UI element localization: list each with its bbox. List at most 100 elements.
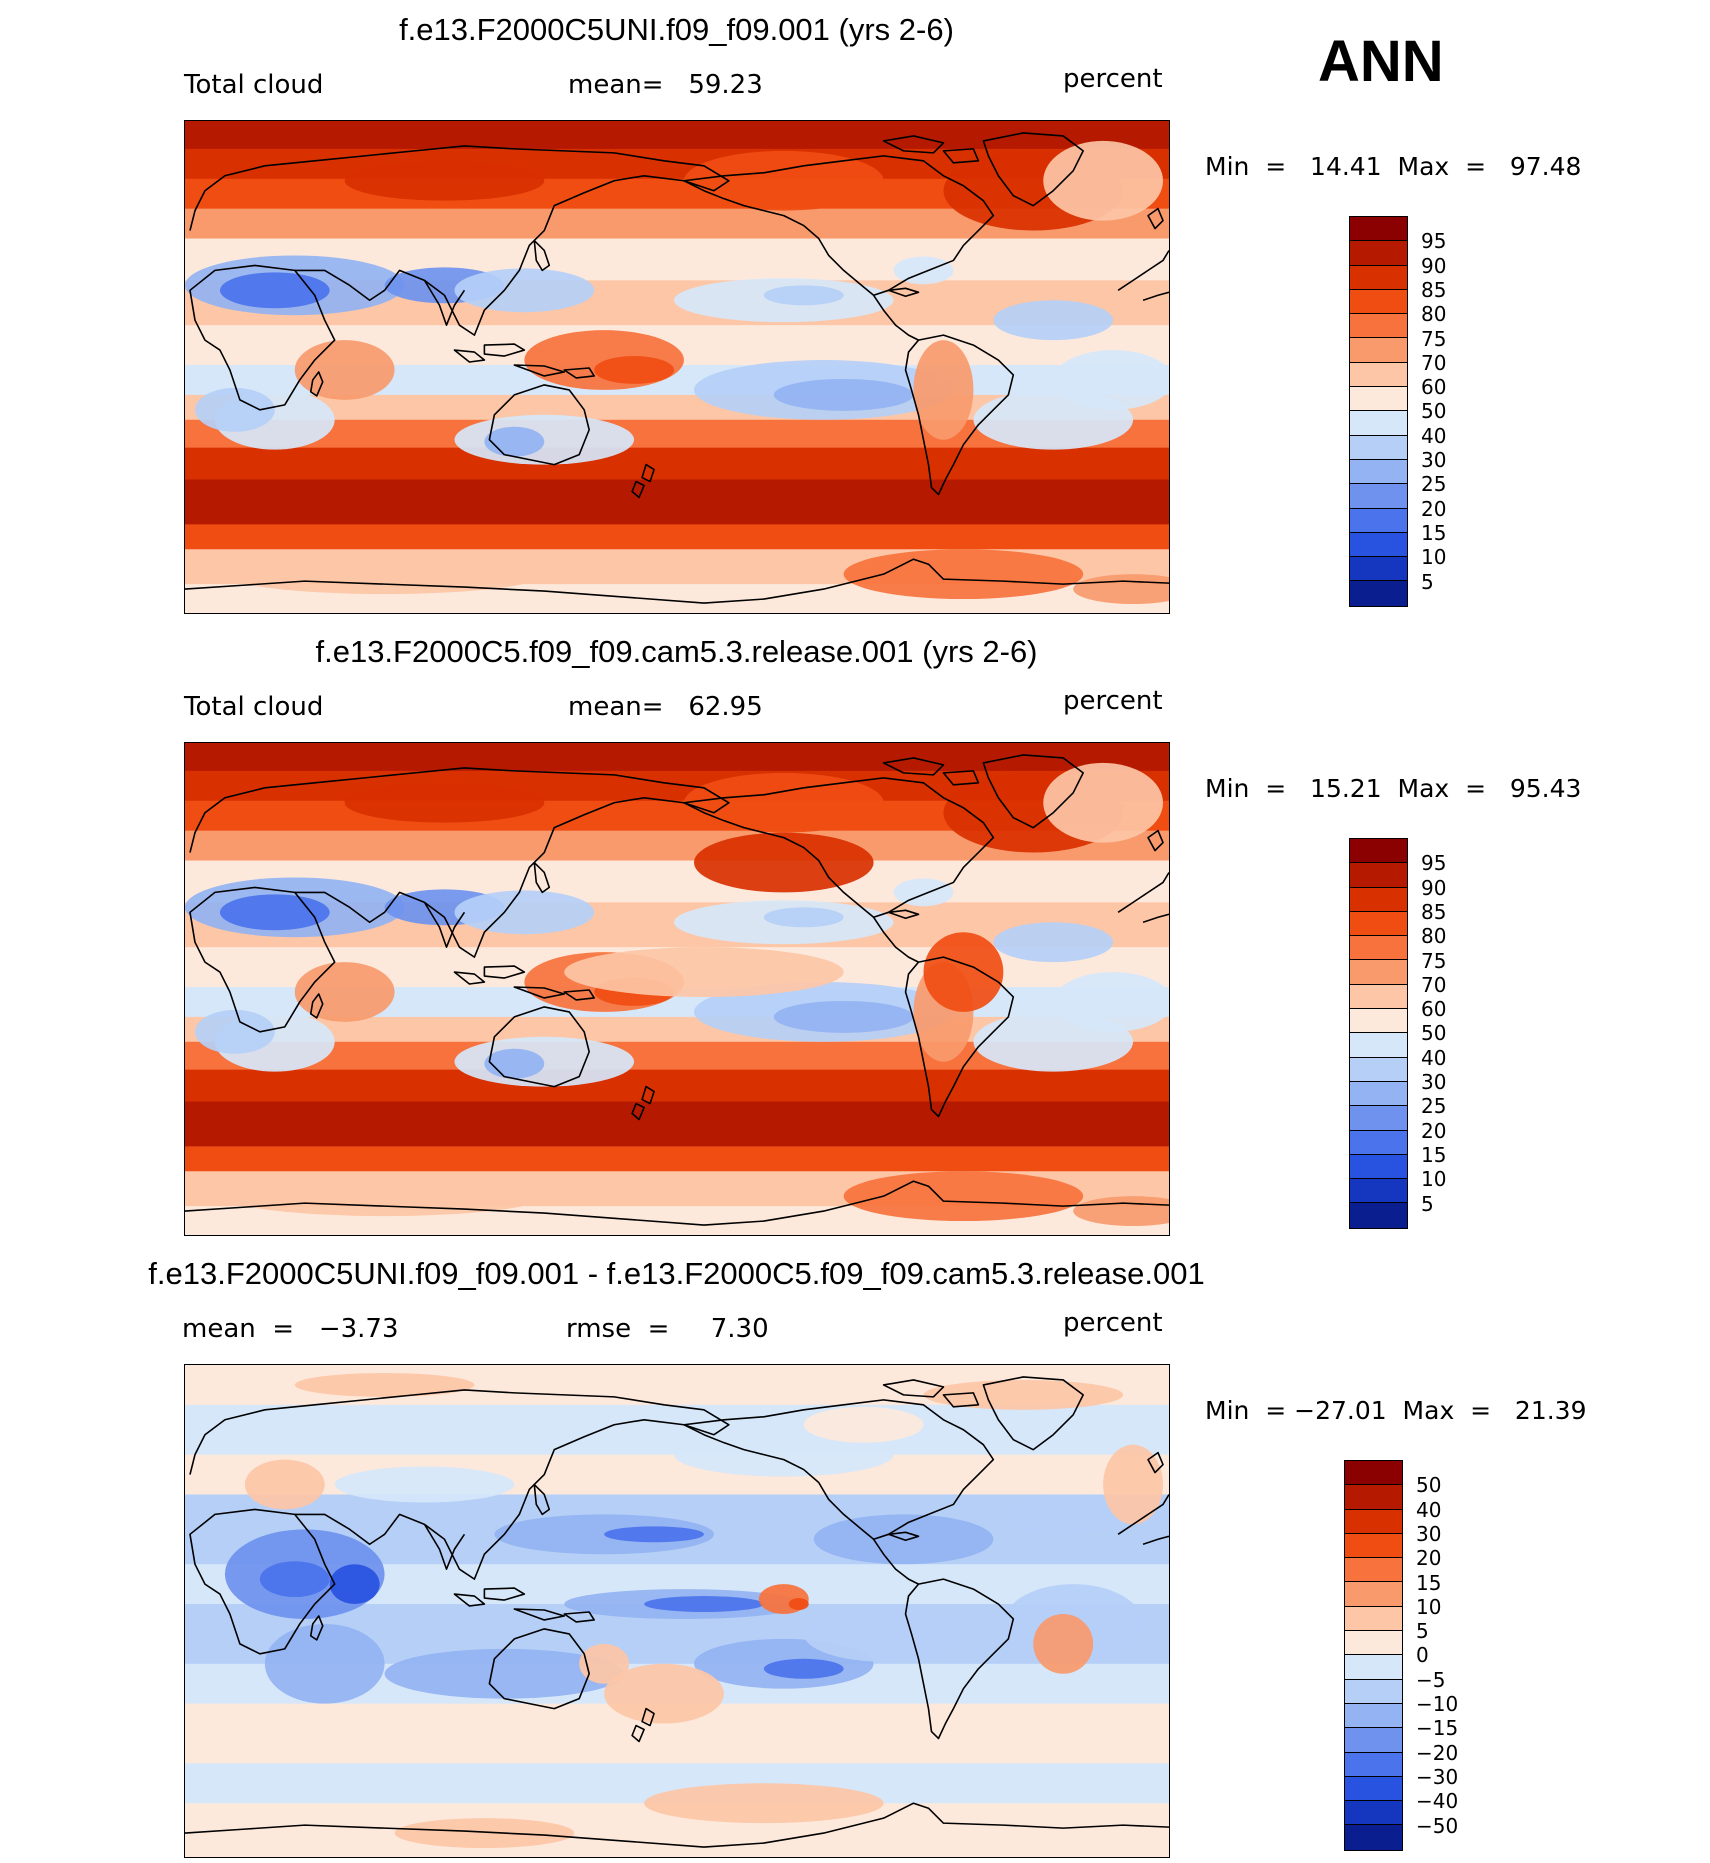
colorbar-swatch	[1350, 1130, 1407, 1155]
colorbar-label: 70	[1421, 972, 1447, 997]
colorbar-label: 25	[1421, 1094, 1447, 1119]
colorbar-label: 30	[1416, 1521, 1442, 1546]
colorbar-swatch	[1350, 338, 1407, 363]
colorbar-label: 25	[1421, 472, 1447, 497]
colorbar-swatch	[1350, 1154, 1407, 1180]
colorbar-boxes	[1344, 1460, 1403, 1851]
colorbar-label: 85	[1421, 899, 1447, 924]
colorbar-label: 50	[1416, 1473, 1442, 1498]
panel-3-map-svg	[185, 1365, 1169, 1857]
colorbar-label: 95	[1421, 851, 1447, 876]
colorbar-label: −10	[1416, 1692, 1459, 1716]
panel-1-variable-label: Total cloud	[184, 70, 324, 100]
panel-3-title: f.e13.F2000C5UNI.f09_f09.001 - f.e13.F20…	[148, 1256, 1205, 1291]
field	[185, 743, 1169, 1235]
colorbar-swatch	[1345, 1825, 1402, 1850]
colorbar-label: 70	[1421, 350, 1447, 375]
colorbar-swatch	[1345, 1801, 1402, 1826]
panel-3-mean-label: mean = −3.73	[182, 1314, 399, 1344]
colorbar-swatch	[1345, 1655, 1402, 1680]
colorbar-swatch	[1350, 1203, 1407, 1228]
colorbar-swatch	[1350, 362, 1407, 388]
colorbar-swatch	[1350, 984, 1407, 1010]
colorbar-swatch	[1350, 241, 1407, 266]
colorbar-label: 50	[1421, 1021, 1447, 1046]
colorbar-swatch	[1350, 484, 1407, 509]
panel-1-map	[184, 120, 1170, 614]
colorbar-label: 95	[1421, 229, 1447, 254]
colorbar-swatch	[1350, 435, 1407, 460]
colorbar-swatch	[1350, 532, 1407, 558]
colorbar-label: 60	[1421, 375, 1447, 400]
colorbar-swatch	[1345, 1631, 1402, 1656]
field	[185, 1365, 1169, 1857]
colorbar-swatch	[1350, 459, 1407, 485]
panel-2-variable-label: Total cloud	[184, 692, 324, 722]
panel-3-minmax: Min = −27.01 Max = 21.39	[1205, 1396, 1587, 1425]
colorbar-swatch	[1350, 289, 1407, 315]
panel-2-minmax: Min = 15.21 Max = 95.43	[1205, 774, 1582, 803]
colorbar-swatch	[1350, 508, 1407, 533]
coastlines	[185, 132, 1169, 604]
panel-1-title: f.e13.F2000C5UNI.f09_f09.001 (yrs 2-6)	[399, 12, 954, 47]
colorbar-swatch	[1350, 887, 1407, 912]
field	[185, 121, 1169, 613]
colorbar-swatch	[1345, 1461, 1402, 1486]
colorbar-swatch	[1350, 1179, 1407, 1204]
colorbar-swatch	[1345, 1728, 1402, 1753]
colorbar-boxes	[1349, 838, 1408, 1229]
panel-2-title: f.e13.F2000C5.f09_f09.cam5.3.release.001…	[315, 634, 1038, 669]
colorbar-label: 90	[1421, 253, 1447, 278]
colorbar-label: 60	[1421, 997, 1447, 1022]
panel-2-map-svg	[185, 743, 1169, 1235]
colorbar-swatch	[1350, 863, 1407, 888]
colorbar-swatch	[1350, 1033, 1407, 1058]
colorbar-label: 90	[1421, 875, 1447, 900]
coastlines	[185, 754, 1169, 1226]
colorbar-swatch	[1350, 936, 1407, 961]
panel-2-map	[184, 742, 1170, 1236]
colorbar-label: 20	[1421, 1118, 1447, 1143]
panel-2-mean-label: mean= 62.95	[568, 692, 763, 722]
colorbar-label: 30	[1421, 1070, 1447, 1094]
colorbar-swatch	[1345, 1582, 1402, 1607]
colorbar-swatch	[1350, 387, 1407, 412]
colorbar-boxes	[1349, 216, 1408, 607]
colorbar-swatch	[1345, 1533, 1402, 1559]
colorbar-label: 40	[1421, 1045, 1447, 1070]
panel-3-units-label: percent	[1063, 1308, 1163, 1338]
colorbar-label: 15	[1421, 1142, 1447, 1167]
colorbar-label: 10	[1421, 545, 1447, 570]
colorbar-label: 40	[1416, 1497, 1442, 1522]
colorbar-label: 40	[1421, 423, 1447, 448]
colorbar-label: 20	[1416, 1546, 1442, 1571]
colorbar-swatch	[1345, 1752, 1402, 1777]
colorbar-label: 50	[1421, 399, 1447, 424]
colorbar-label: 10	[1416, 1594, 1442, 1619]
colorbar-label: 5	[1421, 569, 1434, 594]
colorbar-swatch	[1350, 839, 1407, 864]
panel-1-map-svg	[185, 121, 1169, 613]
colorbar-label: −50	[1416, 1813, 1459, 1838]
colorbar-label: −30	[1416, 1764, 1459, 1789]
colorbar-label: 10	[1421, 1167, 1447, 1192]
colorbar-label: −15	[1416, 1716, 1459, 1741]
colorbar-label: 75	[1421, 948, 1447, 973]
colorbar-label: −40	[1416, 1789, 1459, 1814]
colorbar-swatch	[1350, 1106, 1407, 1131]
panel-1-mean-label: mean= 59.23	[568, 70, 763, 100]
colorbar-swatch	[1350, 314, 1407, 339]
colorbar-swatch	[1345, 1703, 1402, 1729]
colorbar-swatch	[1350, 411, 1407, 436]
colorbar-swatch	[1350, 557, 1407, 582]
colorbar-label: −20	[1416, 1740, 1459, 1765]
colorbar-label: 75	[1421, 326, 1447, 351]
colorbar-swatch	[1350, 581, 1407, 606]
season-label: ANN	[1318, 29, 1444, 94]
colorbar-swatch	[1350, 265, 1407, 290]
colorbar-swatch	[1345, 1679, 1402, 1704]
colorbar-label: 85	[1421, 277, 1447, 302]
colorbar-label: −5	[1416, 1667, 1446, 1692]
colorbar-swatch	[1350, 911, 1407, 937]
colorbar-swatch	[1350, 960, 1407, 985]
